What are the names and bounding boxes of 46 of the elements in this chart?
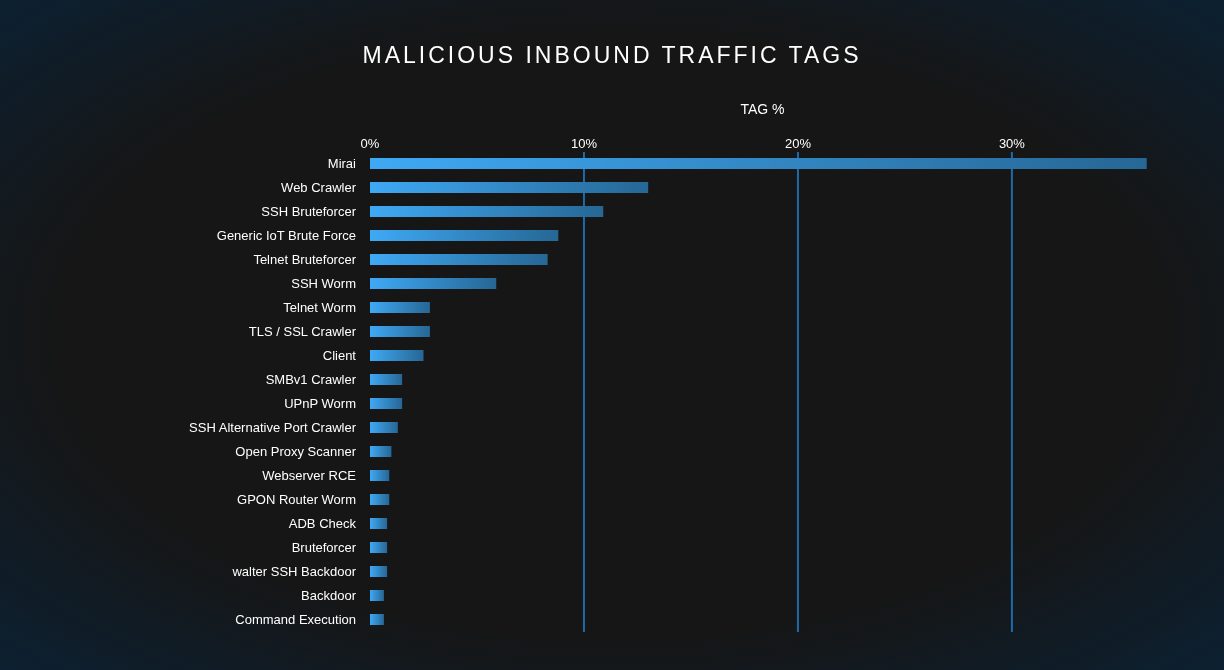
y-tick-label: Open Proxy Scanner xyxy=(235,444,357,459)
bar xyxy=(370,254,548,265)
bar xyxy=(370,158,1147,169)
y-tick-label: TLS / SSL Crawler xyxy=(248,324,357,339)
x-axis-title: TAG % xyxy=(740,101,785,117)
y-tick-label: UPnP Worm xyxy=(284,396,356,411)
y-tick-label: SSH Alternative Port Crawler xyxy=(189,420,357,435)
bar xyxy=(370,278,497,289)
y-tick-label: Bruteforcer xyxy=(291,540,357,555)
bar xyxy=(370,518,388,529)
bar xyxy=(370,206,604,217)
x-tick-label: 20% xyxy=(784,136,812,151)
y-tick-label: Generic IoT Brute Force xyxy=(216,228,356,243)
y-tick-label: SSH Bruteforcer xyxy=(261,204,357,219)
bar xyxy=(370,302,430,313)
bar xyxy=(370,230,559,241)
bar xyxy=(370,542,388,553)
bar xyxy=(370,422,398,433)
bar xyxy=(370,614,384,625)
y-tick-label: Mirai xyxy=(327,156,357,171)
y-tick-label: SSH Worm xyxy=(291,276,356,291)
bar xyxy=(370,470,390,481)
y-tick-label: Backdoor xyxy=(301,588,357,603)
y-tick-label: ADB Check xyxy=(288,516,357,531)
bar xyxy=(370,182,649,193)
y-tick-label: Telnet Bruteforcer xyxy=(253,252,357,267)
y-tick-label: walter SSH Backdoor xyxy=(231,564,357,579)
y-tick-label: GPON Router Worm xyxy=(237,492,356,507)
y-tick-label: Web Crawler xyxy=(281,180,357,195)
x-tick-label: 30% xyxy=(998,136,1026,151)
bar xyxy=(370,494,390,505)
bar xyxy=(370,446,392,457)
y-tick-label: Client xyxy=(322,348,357,363)
bar xyxy=(370,566,388,577)
bar xyxy=(370,374,403,385)
bar xyxy=(370,398,403,409)
bar xyxy=(370,326,430,337)
y-tick-label: SMBv1 Crawler xyxy=(265,372,357,387)
bar xyxy=(370,350,424,361)
bar xyxy=(370,590,384,601)
x-tick-label: 10% xyxy=(570,136,598,151)
y-tick-label: Telnet Worm xyxy=(283,300,356,315)
y-tick-label: Webserver RCE xyxy=(262,468,357,483)
y-tick-label: Command Execution xyxy=(235,612,356,627)
x-tick-label: 0% xyxy=(360,136,380,151)
chart-title: MALICIOUS INBOUND TRAFFIC TAGS xyxy=(362,42,862,68)
